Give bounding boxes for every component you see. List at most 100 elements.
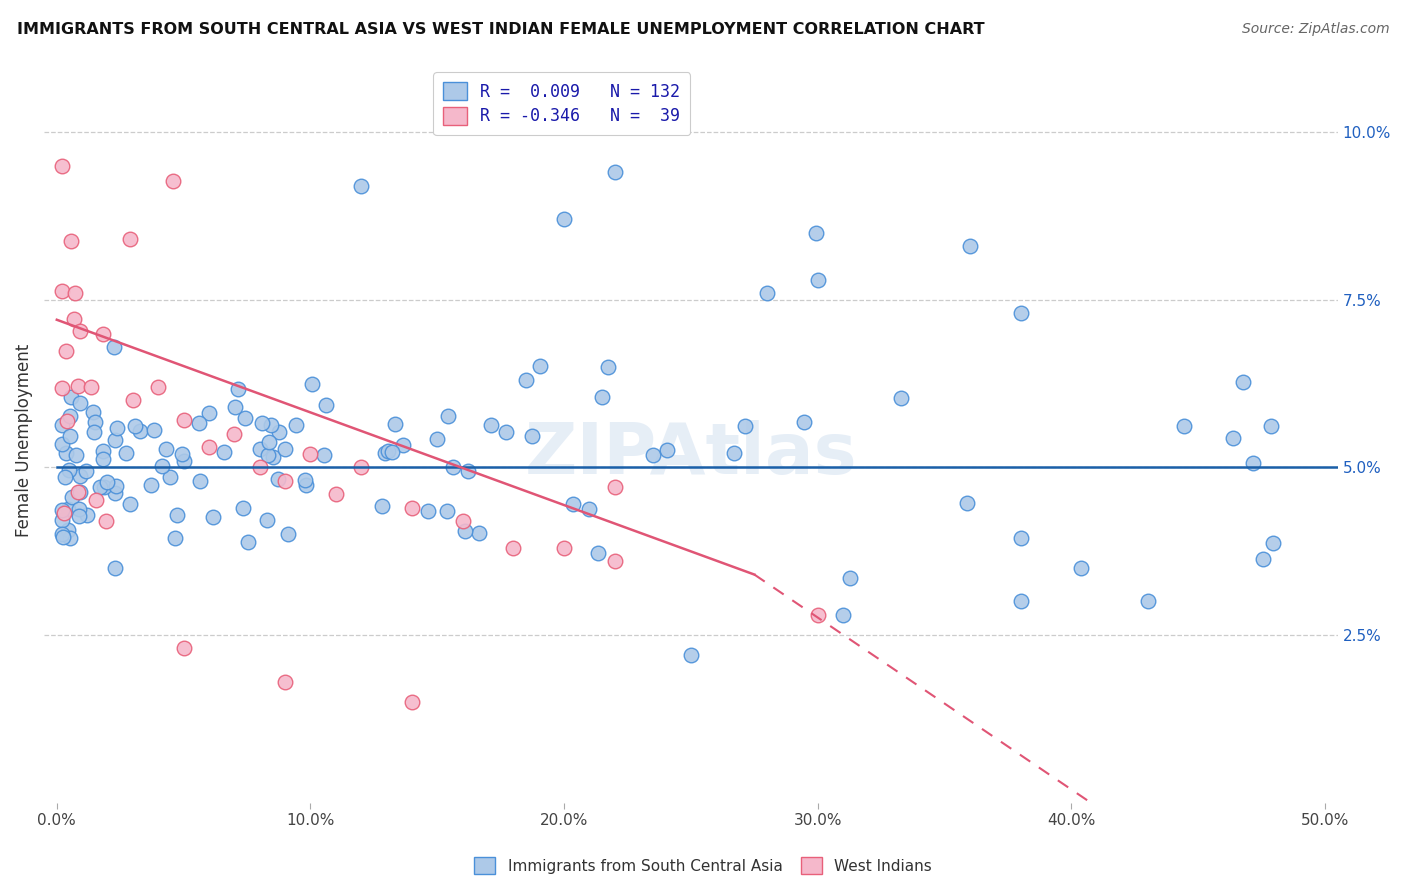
Point — [956, 496, 979, 510]
Point — [374, 446, 396, 460]
Point — [51, 503, 73, 517]
Point — [75, 464, 97, 478]
Point — [51, 436, 73, 450]
Point — [103, 340, 125, 354]
Point — [1222, 432, 1244, 446]
Point — [59, 428, 82, 442]
Point — [80, 380, 103, 394]
Point — [436, 409, 458, 423]
Point — [578, 502, 600, 516]
Point — [148, 380, 170, 394]
Point — [350, 460, 373, 475]
Point — [66, 485, 89, 500]
Point — [249, 442, 271, 456]
Point — [756, 285, 779, 300]
Legend: R =  0.009   N = 132, R = -0.346   N =  39: R = 0.009 N = 132, R = -0.346 N = 39 — [433, 72, 690, 136]
Point — [250, 416, 273, 430]
Point — [274, 674, 297, 689]
Point — [832, 607, 855, 622]
Point — [84, 415, 107, 429]
Point — [479, 418, 502, 433]
Point — [262, 450, 284, 465]
Legend: Immigrants from South Central Asia, West Indians: Immigrants from South Central Asia, West… — [468, 851, 938, 880]
Point — [188, 416, 211, 430]
Point — [76, 508, 98, 522]
Point — [350, 178, 373, 193]
Point — [58, 531, 80, 545]
Point — [806, 226, 828, 240]
Point — [495, 425, 517, 439]
Point — [377, 444, 399, 458]
Point — [553, 541, 575, 555]
Point — [96, 514, 118, 528]
Point — [118, 232, 141, 246]
Point — [249, 460, 271, 475]
Point — [1010, 594, 1032, 608]
Point — [1232, 376, 1254, 390]
Point — [371, 499, 394, 513]
Point — [201, 509, 224, 524]
Point — [198, 406, 221, 420]
Point — [104, 433, 127, 447]
Point — [118, 497, 141, 511]
Point — [284, 418, 307, 433]
Point — [91, 327, 114, 342]
Point — [114, 445, 136, 459]
Point — [129, 424, 152, 438]
Point — [1241, 456, 1264, 470]
Point — [325, 487, 347, 501]
Point — [553, 212, 575, 227]
Point — [91, 444, 114, 458]
Point — [793, 415, 815, 429]
Point — [166, 508, 188, 522]
Point — [69, 324, 91, 338]
Point — [451, 514, 474, 528]
Point — [295, 477, 318, 491]
Point — [56, 524, 79, 538]
Point — [807, 607, 830, 622]
Point — [603, 554, 626, 568]
Point — [173, 413, 195, 427]
Point — [436, 504, 458, 518]
Point — [51, 513, 73, 527]
Point — [299, 447, 322, 461]
Point — [159, 470, 181, 484]
Point — [69, 396, 91, 410]
Point — [155, 442, 177, 456]
Point — [66, 378, 89, 392]
Point — [274, 474, 297, 488]
Point — [259, 417, 281, 432]
Point — [236, 534, 259, 549]
Point — [55, 344, 77, 359]
Point — [274, 442, 297, 456]
Point — [82, 405, 104, 419]
Point — [441, 459, 464, 474]
Point — [591, 390, 613, 404]
Point — [226, 382, 249, 396]
Point — [562, 497, 585, 511]
Point — [1010, 532, 1032, 546]
Point — [65, 448, 87, 462]
Point — [401, 695, 423, 709]
Point — [96, 475, 118, 489]
Point — [170, 447, 193, 461]
Point — [679, 648, 702, 662]
Point — [426, 432, 449, 446]
Point — [55, 446, 77, 460]
Point — [89, 480, 111, 494]
Point — [314, 448, 336, 462]
Point — [522, 429, 544, 443]
Point — [515, 373, 537, 387]
Point — [416, 504, 439, 518]
Point — [51, 382, 73, 396]
Point — [454, 524, 477, 538]
Point — [53, 506, 76, 520]
Point — [401, 500, 423, 515]
Point — [122, 393, 145, 408]
Point — [315, 398, 337, 412]
Point — [173, 641, 195, 656]
Point — [84, 493, 107, 508]
Point — [93, 452, 115, 467]
Text: IMMIGRANTS FROM SOUTH CENTRAL ASIA VS WEST INDIAN FEMALE UNEMPLOYMENT CORRELATIO: IMMIGRANTS FROM SOUTH CENTRAL ASIA VS WE… — [17, 22, 984, 37]
Point — [59, 390, 82, 404]
